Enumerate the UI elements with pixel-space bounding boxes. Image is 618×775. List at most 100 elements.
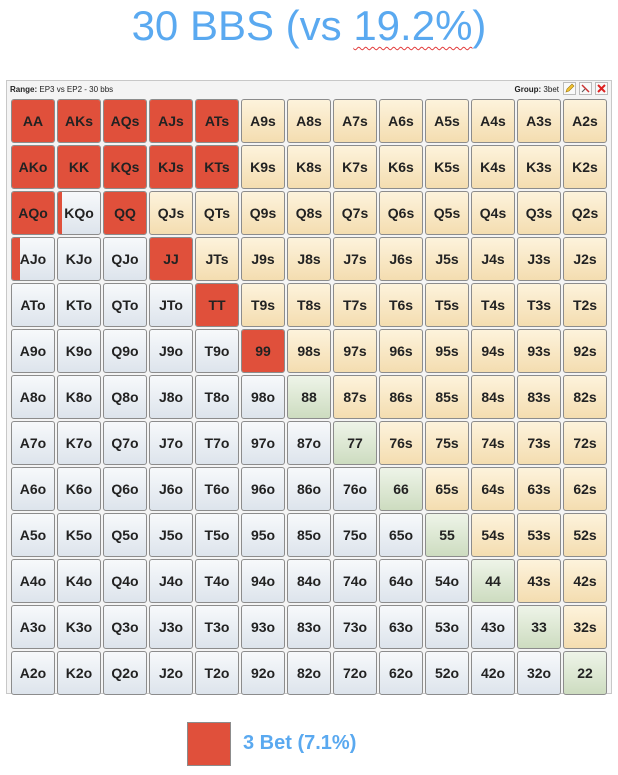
hand-cell-k7s[interactable]: K7s bbox=[333, 145, 377, 189]
hand-cell-j9s[interactable]: J9s bbox=[241, 237, 285, 281]
hand-cell-k8s[interactable]: K8s bbox=[287, 145, 331, 189]
hand-cell-92s[interactable]: 92s bbox=[563, 329, 607, 373]
hand-cell-jj[interactable]: JJ bbox=[149, 237, 193, 281]
hand-cell-j6s[interactable]: J6s bbox=[379, 237, 423, 281]
hand-cell-t5s[interactable]: T5s bbox=[425, 283, 469, 327]
hand-cell-ajs[interactable]: AJs bbox=[149, 99, 193, 143]
hand-cell-87s[interactable]: 87s bbox=[333, 375, 377, 419]
hand-cell-aks[interactable]: AKs bbox=[57, 99, 101, 143]
hand-cell-k5o[interactable]: K5o bbox=[57, 513, 101, 557]
hand-cell-k9s[interactable]: K9s bbox=[241, 145, 285, 189]
hand-cell-q4o[interactable]: Q4o bbox=[103, 559, 147, 603]
hand-cell-76o[interactable]: 76o bbox=[333, 467, 377, 511]
hand-cell-t4o[interactable]: T4o bbox=[195, 559, 239, 603]
edit-icon[interactable] bbox=[563, 82, 576, 95]
hand-cell-k3s[interactable]: K3s bbox=[517, 145, 561, 189]
hand-cell-64s[interactable]: 64s bbox=[471, 467, 515, 511]
hand-cell-93s[interactable]: 93s bbox=[517, 329, 561, 373]
hand-cell-88[interactable]: 88 bbox=[287, 375, 331, 419]
hand-cell-ato[interactable]: ATo bbox=[11, 283, 55, 327]
hand-cell-a6o[interactable]: A6o bbox=[11, 467, 55, 511]
hand-cell-q2o[interactable]: Q2o bbox=[103, 651, 147, 695]
hand-cell-jto[interactable]: JTo bbox=[149, 283, 193, 327]
hand-cell-j6o[interactable]: J6o bbox=[149, 467, 193, 511]
hand-cell-a8o[interactable]: A8o bbox=[11, 375, 55, 419]
hand-cell-aqs[interactable]: AQs bbox=[103, 99, 147, 143]
hand-cell-t8o[interactable]: T8o bbox=[195, 375, 239, 419]
hand-cell-t2s[interactable]: T2s bbox=[563, 283, 607, 327]
hand-cell-82o[interactable]: 82o bbox=[287, 651, 331, 695]
hand-cell-k4s[interactable]: K4s bbox=[471, 145, 515, 189]
hand-cell-85o[interactable]: 85o bbox=[287, 513, 331, 557]
hand-cell-q5s[interactable]: Q5s bbox=[425, 191, 469, 235]
hand-cell-65o[interactable]: 65o bbox=[379, 513, 423, 557]
hand-cell-j8s[interactable]: J8s bbox=[287, 237, 331, 281]
hand-cell-83s[interactable]: 83s bbox=[517, 375, 561, 419]
brush-icon[interactable] bbox=[579, 82, 592, 95]
hand-cell-q3o[interactable]: Q3o bbox=[103, 605, 147, 649]
hand-cell-ats[interactable]: ATs bbox=[195, 99, 239, 143]
hand-cell-j2o[interactable]: J2o bbox=[149, 651, 193, 695]
hand-cell-q3s[interactable]: Q3s bbox=[517, 191, 561, 235]
hand-cell-q5o[interactable]: Q5o bbox=[103, 513, 147, 557]
hand-cell-42o[interactable]: 42o bbox=[471, 651, 515, 695]
hand-cell-a9o[interactable]: A9o bbox=[11, 329, 55, 373]
hand-cell-a4s[interactable]: A4s bbox=[471, 99, 515, 143]
hand-cell-98s[interactable]: 98s bbox=[287, 329, 331, 373]
hand-cell-aa[interactable]: AA bbox=[11, 99, 55, 143]
hand-cell-t3s[interactable]: T3s bbox=[517, 283, 561, 327]
hand-cell-t8s[interactable]: T8s bbox=[287, 283, 331, 327]
hand-cell-64o[interactable]: 64o bbox=[379, 559, 423, 603]
hand-cell-53o[interactable]: 53o bbox=[425, 605, 469, 649]
hand-cell-j5s[interactable]: J5s bbox=[425, 237, 469, 281]
hand-cell-96s[interactable]: 96s bbox=[379, 329, 423, 373]
hand-cell-65s[interactable]: 65s bbox=[425, 467, 469, 511]
hand-cell-qjo[interactable]: QJo bbox=[103, 237, 147, 281]
hand-cell-t6o[interactable]: T6o bbox=[195, 467, 239, 511]
hand-cell-62o[interactable]: 62o bbox=[379, 651, 423, 695]
hand-cell-72o[interactable]: 72o bbox=[333, 651, 377, 695]
hand-cell-qto[interactable]: QTo bbox=[103, 283, 147, 327]
hand-cell-54s[interactable]: 54s bbox=[471, 513, 515, 557]
hand-cell-q7s[interactable]: Q7s bbox=[333, 191, 377, 235]
hand-cell-63s[interactable]: 63s bbox=[517, 467, 561, 511]
hand-cell-j3s[interactable]: J3s bbox=[517, 237, 561, 281]
hand-cell-kts[interactable]: KTs bbox=[195, 145, 239, 189]
hand-cell-kjs[interactable]: KJs bbox=[149, 145, 193, 189]
hand-cell-92o[interactable]: 92o bbox=[241, 651, 285, 695]
hand-cell-a8s[interactable]: A8s bbox=[287, 99, 331, 143]
hand-cell-j3o[interactable]: J3o bbox=[149, 605, 193, 649]
hand-cell-97o[interactable]: 97o bbox=[241, 421, 285, 465]
hand-cell-a6s[interactable]: A6s bbox=[379, 99, 423, 143]
hand-cell-q6o[interactable]: Q6o bbox=[103, 467, 147, 511]
hand-cell-a7o[interactable]: A7o bbox=[11, 421, 55, 465]
hand-cell-q8o[interactable]: Q8o bbox=[103, 375, 147, 419]
hand-cell-a9s[interactable]: A9s bbox=[241, 99, 285, 143]
hand-cell-a5o[interactable]: A5o bbox=[11, 513, 55, 557]
hand-cell-k6s[interactable]: K6s bbox=[379, 145, 423, 189]
hand-cell-84o[interactable]: 84o bbox=[287, 559, 331, 603]
hand-cell-44[interactable]: 44 bbox=[471, 559, 515, 603]
hand-cell-83o[interactable]: 83o bbox=[287, 605, 331, 649]
hand-cell-t4s[interactable]: T4s bbox=[471, 283, 515, 327]
hand-cell-a2o[interactable]: A2o bbox=[11, 651, 55, 695]
hand-cell-j7s[interactable]: J7s bbox=[333, 237, 377, 281]
hand-cell-q4s[interactable]: Q4s bbox=[471, 191, 515, 235]
hand-cell-t9s[interactable]: T9s bbox=[241, 283, 285, 327]
hand-cell-ako[interactable]: AKo bbox=[11, 145, 55, 189]
hand-cell-qq[interactable]: QQ bbox=[103, 191, 147, 235]
hand-cell-84s[interactable]: 84s bbox=[471, 375, 515, 419]
hand-cell-72s[interactable]: 72s bbox=[563, 421, 607, 465]
hand-cell-87o[interactable]: 87o bbox=[287, 421, 331, 465]
hand-cell-k7o[interactable]: K7o bbox=[57, 421, 101, 465]
hand-cell-tt[interactable]: TT bbox=[195, 283, 239, 327]
hand-cell-k2s[interactable]: K2s bbox=[563, 145, 607, 189]
hand-cell-74o[interactable]: 74o bbox=[333, 559, 377, 603]
hand-cell-t7o[interactable]: T7o bbox=[195, 421, 239, 465]
hand-cell-j4s[interactable]: J4s bbox=[471, 237, 515, 281]
hand-cell-kk[interactable]: KK bbox=[57, 145, 101, 189]
hand-cell-43o[interactable]: 43o bbox=[471, 605, 515, 649]
hand-cell-54o[interactable]: 54o bbox=[425, 559, 469, 603]
hand-cell-82s[interactable]: 82s bbox=[563, 375, 607, 419]
hand-cell-k9o[interactable]: K9o bbox=[57, 329, 101, 373]
